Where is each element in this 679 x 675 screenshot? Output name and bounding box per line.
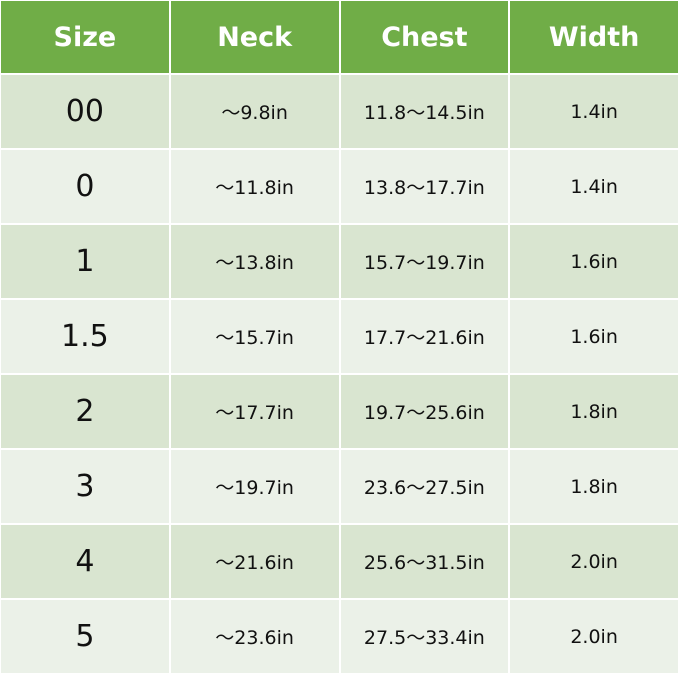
- table-row: 4 ～21.6in 25.6～31.5in 2.0in: [1, 525, 678, 598]
- cell-size: 00: [1, 75, 169, 148]
- table-row: 3 ～19.7in 23.6～27.5in 1.8in: [1, 450, 678, 523]
- cell-width: 1.8in: [510, 450, 678, 523]
- table-row: 2 ～17.7in 19.7～25.6in 1.8in: [1, 375, 678, 448]
- header-row: Size Neck Chest Width: [1, 1, 678, 73]
- cell-size: 3: [1, 450, 169, 523]
- cell-neck: ～11.8in: [170, 150, 339, 223]
- cell-chest: 13.8～17.7in: [340, 150, 509, 223]
- table-row: 00 ～9.8in 11.8～14.5in 1.4in: [1, 75, 678, 148]
- cell-width: 2.0in: [510, 525, 678, 598]
- cell-width: 1.6in: [510, 300, 678, 373]
- cell-width: 1.6in: [510, 225, 678, 298]
- cell-size: 4: [1, 525, 169, 598]
- header-width: Width: [510, 1, 678, 73]
- cell-chest: 19.7～25.6in: [340, 375, 509, 448]
- cell-chest: 23.6～27.5in: [340, 450, 509, 523]
- table-row: 1.5 ～15.7in 17.7～21.6in 1.6in: [1, 300, 678, 373]
- cell-size: 2: [1, 375, 169, 448]
- table-row: 0 ～11.8in 13.8～17.7in 1.4in: [1, 150, 678, 223]
- cell-neck: ～23.6in: [170, 600, 339, 673]
- cell-neck: ～19.7in: [170, 450, 339, 523]
- cell-size: 5: [1, 600, 169, 673]
- cell-chest: 27.5～33.4in: [340, 600, 509, 673]
- table-row: 1 ～13.8in 15.7～19.7in 1.6in: [1, 225, 678, 298]
- cell-neck: ～13.8in: [170, 225, 339, 298]
- cell-size: 0: [1, 150, 169, 223]
- cell-neck: ～21.6in: [170, 525, 339, 598]
- cell-width: 1.8in: [510, 375, 678, 448]
- header-neck: Neck: [170, 1, 339, 73]
- cell-chest: 11.8～14.5in: [340, 75, 509, 148]
- cell-chest: 15.7～19.7in: [340, 225, 509, 298]
- cell-size: 1: [1, 225, 169, 298]
- cell-size: 1.5: [1, 300, 169, 373]
- cell-neck: ～9.8in: [170, 75, 339, 148]
- cell-width: 1.4in: [510, 150, 678, 223]
- header-size: Size: [1, 1, 169, 73]
- cell-width: 2.0in: [510, 600, 678, 673]
- cell-neck: ～15.7in: [170, 300, 339, 373]
- header-chest: Chest: [340, 1, 509, 73]
- cell-width: 1.4in: [510, 75, 678, 148]
- cell-neck: ～17.7in: [170, 375, 339, 448]
- table-row: 5 ～23.6in 27.5～33.4in 2.0in: [1, 600, 678, 673]
- cell-chest: 25.6～31.5in: [340, 525, 509, 598]
- cell-chest: 17.7～21.6in: [340, 300, 509, 373]
